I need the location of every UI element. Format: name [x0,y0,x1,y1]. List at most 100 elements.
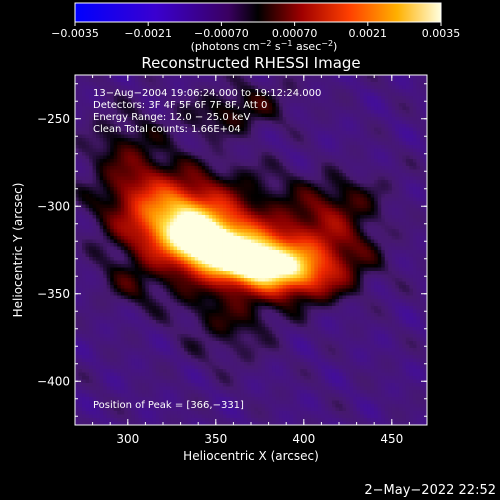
heatmap-cell [402,110,407,115]
heatmap-cell [328,106,333,111]
heatmap-cell [173,166,178,171]
heatmap-cell [198,75,203,80]
heatmap-cell [356,197,361,202]
heatmap-cell [134,190,139,195]
heatmap-cell [307,190,312,195]
heatmap-cell [353,117,358,122]
heatmap-cell [310,117,315,122]
heatmap-cell [219,106,224,111]
heatmap-cell [402,92,407,97]
heatmap-cell [205,89,210,94]
heatmap-cell [251,166,256,171]
heatmap-cell [222,215,227,220]
heatmap-cell [395,145,400,150]
heatmap-cell [377,176,382,181]
heatmap-cell [342,169,347,174]
heatmap-cell [75,145,80,150]
heatmap-cell [314,75,319,80]
heatmap-cell [243,92,249,97]
heatmap-cell [261,92,266,97]
heatmap-cell [124,236,129,241]
heatmap-cell [356,138,361,143]
heatmap-cell [163,96,168,101]
heatmap-cell [374,211,379,216]
heatmap-cell [303,85,308,90]
heatmap-cell [198,218,203,223]
heatmap-cell [363,145,368,150]
heatmap-cell [275,225,280,230]
heatmap-cell [416,138,421,143]
heatmap-cell [187,82,192,87]
heatmap-cell [103,92,108,97]
heatmap-cell [374,103,379,108]
heatmap-cell [349,148,354,153]
heatmap-cell [342,85,347,90]
heatmap-cell [377,89,382,94]
heatmap-cell [215,232,220,237]
heatmap-cell [233,110,238,115]
heatmap-cell [293,152,298,157]
heatmap-cell [177,78,182,83]
heatmap-cell [275,229,280,234]
heatmap-cell [331,211,337,216]
heatmap-cell [92,117,97,122]
heatmap-cell [152,236,157,241]
heatmap-cell [331,159,337,164]
heatmap-cell [75,138,80,143]
heatmap-cell [279,197,284,202]
heatmap-cell [331,89,337,94]
heatmap-cell [99,194,104,199]
heatmap-cell [177,106,182,111]
heatmap-cell [208,82,213,87]
heatmap-cell [184,159,189,164]
heatmap-cell [215,211,220,216]
heatmap-cell [113,159,118,164]
heatmap-cell [388,99,393,104]
heatmap-cell [353,124,358,129]
heatmap-cell [346,173,351,178]
heatmap-cell [208,159,213,164]
heatmap-cell [233,96,238,101]
heatmap-cell [381,134,386,139]
heatmap-cell [138,99,143,104]
heatmap-cell [328,208,333,213]
heatmap-cell [282,159,287,164]
heatmap-cell [89,180,94,185]
heatmap-cell [346,229,351,234]
heatmap-cell [141,106,146,111]
heatmap-cell [293,110,298,115]
heatmap-cell [247,85,252,90]
heatmap-cell [409,134,414,139]
heatmap-cell [254,75,259,80]
heatmap-cell [99,187,104,192]
heatmap-cell [201,201,206,206]
heatmap-cell [310,82,315,87]
heatmap-cell [402,204,407,209]
heatmap-cell [127,211,132,216]
heatmap-cell [293,113,298,118]
heatmap-cell [286,201,291,206]
heatmap-cell [222,173,227,178]
heatmap-cell [187,124,192,129]
heatmap-cell [346,82,351,87]
heatmap-cell [314,180,319,185]
heatmap-cell [381,239,386,244]
heatmap-cell [222,155,227,160]
heatmap-cell [300,131,305,136]
heatmap-cell [258,120,263,125]
heatmap-cell [310,138,315,143]
heatmap-cell [184,124,189,129]
heatmap-cell [180,138,185,143]
heatmap-cell [339,85,344,90]
heatmap-cell [374,187,379,192]
heatmap-cell [265,225,270,230]
heatmap-cell [141,190,146,195]
heatmap-cell [391,204,396,209]
heatmap-cell [275,201,280,206]
heatmap-cell [194,159,199,164]
heatmap-cell [170,176,175,181]
heatmap-cell [349,155,354,160]
heatmap-cell [229,127,234,132]
heatmap-cell [349,204,354,209]
heatmap-cell [346,208,351,213]
